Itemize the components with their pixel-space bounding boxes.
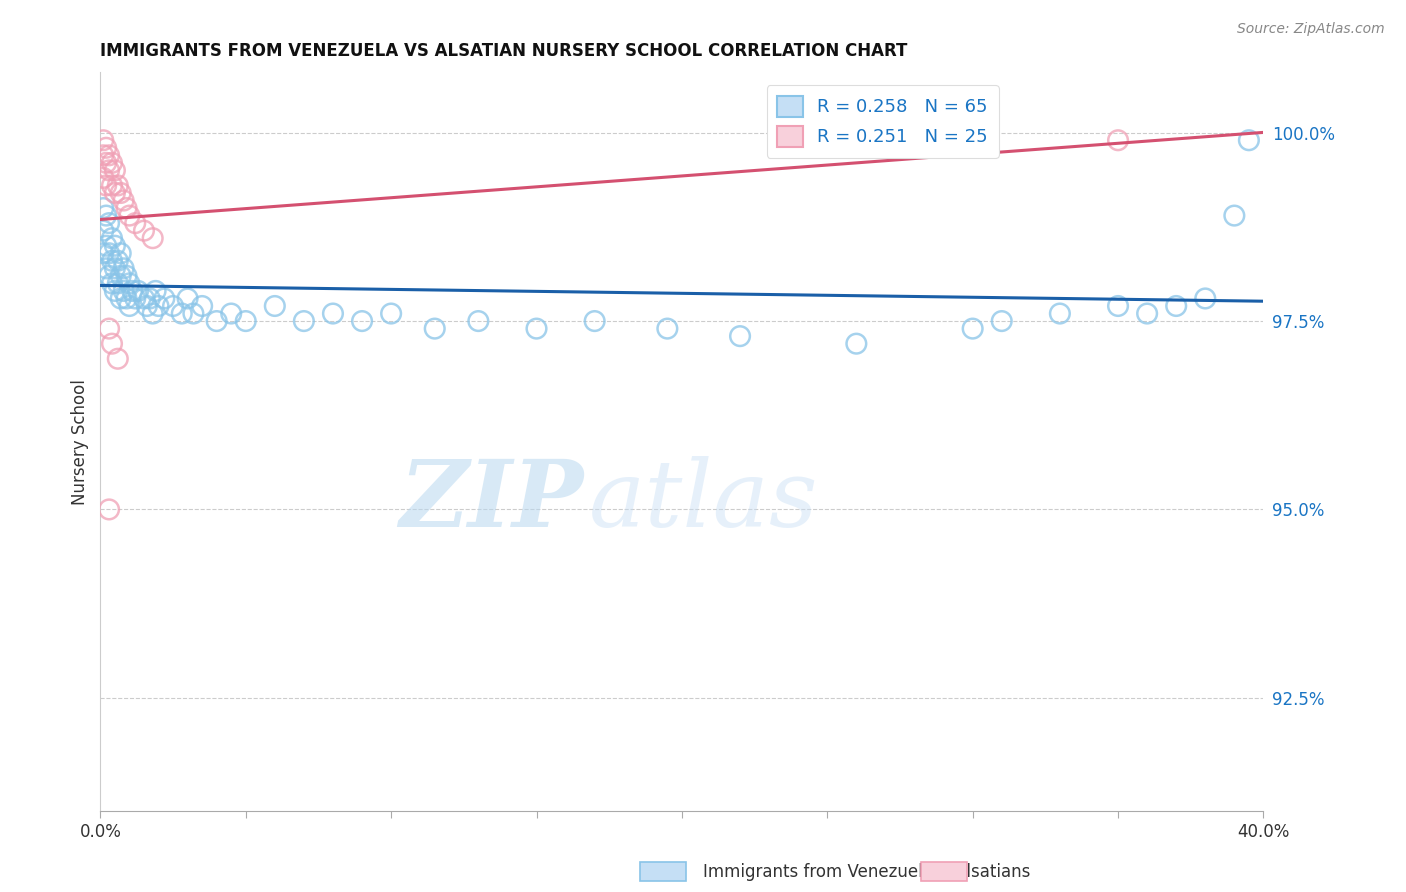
Point <box>96 141 118 155</box>
Text: ZIP: ZIP <box>399 456 583 546</box>
Point <box>101 231 124 245</box>
Point <box>98 163 121 178</box>
Point <box>104 284 127 298</box>
Point <box>96 178 118 193</box>
Point <box>124 292 146 306</box>
Y-axis label: Nursery School: Nursery School <box>72 379 89 505</box>
Point <box>191 299 214 313</box>
Point <box>1107 133 1129 147</box>
Point <box>91 170 114 185</box>
Point <box>110 268 132 283</box>
Point <box>990 314 1012 328</box>
Point <box>292 314 315 328</box>
Point <box>101 253 124 268</box>
Point <box>135 299 157 313</box>
Point <box>115 201 138 215</box>
Point <box>142 306 165 320</box>
Point <box>322 306 344 320</box>
Point <box>728 329 751 343</box>
Point <box>380 306 402 320</box>
Point <box>110 292 132 306</box>
Point <box>583 314 606 328</box>
Point <box>115 292 138 306</box>
Text: Source: ZipAtlas.com: Source: ZipAtlas.com <box>1237 22 1385 37</box>
Point <box>1166 299 1188 313</box>
Point <box>350 314 373 328</box>
Point <box>263 299 285 313</box>
Point <box>1194 292 1216 306</box>
Text: atlas: atlas <box>589 456 818 546</box>
Point <box>110 246 132 260</box>
Point <box>467 314 489 328</box>
Point <box>91 224 114 238</box>
Point <box>98 321 121 335</box>
Point <box>96 238 118 252</box>
Point <box>139 292 162 306</box>
Point <box>98 216 121 230</box>
Point <box>845 336 868 351</box>
Point <box>205 314 228 328</box>
Point <box>132 224 155 238</box>
Point <box>183 306 205 320</box>
Point <box>153 292 176 306</box>
Point <box>91 148 114 162</box>
Point <box>96 209 118 223</box>
Point <box>101 178 124 193</box>
Point <box>962 321 984 335</box>
Point <box>423 321 446 335</box>
Point <box>1136 306 1159 320</box>
Point <box>657 321 679 335</box>
Point <box>101 336 124 351</box>
Point <box>98 268 121 283</box>
Point <box>107 351 129 366</box>
Point <box>176 292 198 306</box>
Point <box>91 201 114 215</box>
Point <box>526 321 548 335</box>
Point <box>118 209 141 223</box>
Point <box>121 284 143 298</box>
Point <box>112 261 135 276</box>
Point <box>124 216 146 230</box>
Point <box>98 502 121 516</box>
Point <box>1049 306 1071 320</box>
Point <box>112 284 135 298</box>
Point <box>91 133 114 147</box>
Point <box>235 314 257 328</box>
Point <box>1223 209 1246 223</box>
Text: IMMIGRANTS FROM VENEZUELA VS ALSATIAN NURSERY SCHOOL CORRELATION CHART: IMMIGRANTS FROM VENEZUELA VS ALSATIAN NU… <box>100 42 908 60</box>
Point <box>148 299 170 313</box>
Point <box>132 292 155 306</box>
Point <box>96 156 118 170</box>
Text: Immigrants from Venezuela: Immigrants from Venezuela <box>703 863 932 881</box>
Point <box>115 268 138 283</box>
Point <box>96 261 118 276</box>
Point <box>104 238 127 252</box>
Point <box>104 186 127 200</box>
Legend: R = 0.258   N = 65, R = 0.251   N = 25: R = 0.258 N = 65, R = 0.251 N = 25 <box>766 85 998 158</box>
Point <box>145 284 167 298</box>
Point <box>118 277 141 291</box>
Point <box>107 178 129 193</box>
Point <box>162 299 184 313</box>
Point <box>107 253 129 268</box>
Text: Alsatians: Alsatians <box>956 863 1032 881</box>
Point <box>98 246 121 260</box>
Point <box>1107 299 1129 313</box>
Point <box>107 277 129 291</box>
Point <box>110 186 132 200</box>
Point <box>104 261 127 276</box>
Point <box>91 246 114 260</box>
Point <box>1237 133 1260 147</box>
Point <box>101 156 124 170</box>
Point <box>118 299 141 313</box>
Point <box>104 163 127 178</box>
Point <box>127 284 149 298</box>
Point <box>112 194 135 208</box>
Point <box>219 306 242 320</box>
Point <box>142 231 165 245</box>
Point <box>98 148 121 162</box>
Point <box>170 306 193 320</box>
Point <box>101 277 124 291</box>
